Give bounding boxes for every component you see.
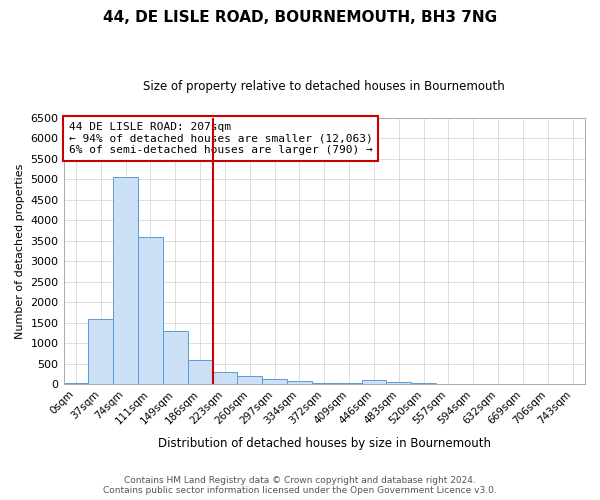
Bar bbox=[212, 372, 238, 384]
X-axis label: Distribution of detached houses by size in Bournemouth: Distribution of detached houses by size … bbox=[158, 437, 491, 450]
Text: 44 DE LISLE ROAD: 207sqm
← 94% of detached houses are smaller (12,063)
6% of sem: 44 DE LISLE ROAD: 207sqm ← 94% of detach… bbox=[69, 122, 373, 155]
Text: Contains HM Land Registry data © Crown copyright and database right 2024.
Contai: Contains HM Land Registry data © Crown c… bbox=[103, 476, 497, 495]
Bar bbox=[88, 318, 113, 384]
Bar bbox=[411, 383, 436, 384]
Text: 44, DE LISLE ROAD, BOURNEMOUTH, BH3 7NG: 44, DE LISLE ROAD, BOURNEMOUTH, BH3 7NG bbox=[103, 10, 497, 25]
Bar bbox=[163, 331, 188, 384]
Bar bbox=[287, 381, 312, 384]
Bar bbox=[386, 382, 411, 384]
Bar bbox=[362, 380, 386, 384]
Bar bbox=[262, 379, 287, 384]
Y-axis label: Number of detached properties: Number of detached properties bbox=[15, 164, 25, 338]
Bar bbox=[312, 382, 337, 384]
Bar bbox=[238, 376, 262, 384]
Bar bbox=[188, 360, 212, 384]
Title: Size of property relative to detached houses in Bournemouth: Size of property relative to detached ho… bbox=[143, 80, 505, 93]
Bar bbox=[113, 177, 138, 384]
Bar bbox=[138, 236, 163, 384]
